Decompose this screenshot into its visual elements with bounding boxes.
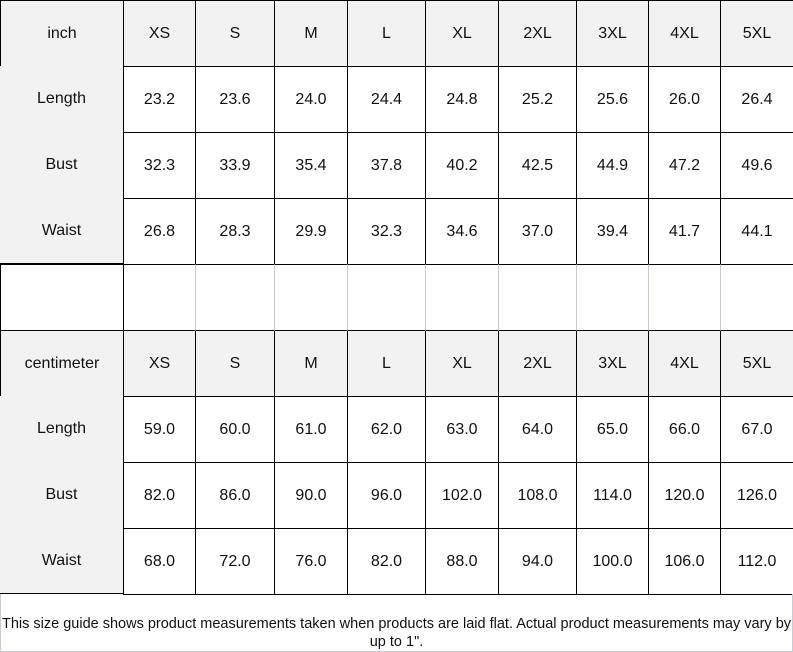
measurement-cell: 72.0 (195, 528, 275, 595)
size-header: XS (123, 0, 196, 67)
measurement-cell: 82.0 (347, 528, 426, 595)
measurement-cell: 37.8 (347, 132, 426, 199)
spacer-cell (123, 264, 196, 331)
unit-header: inch (0, 0, 124, 67)
measurement-cell: 82.0 (123, 462, 196, 529)
size-header: M (274, 0, 348, 67)
size-header: L (347, 330, 426, 397)
size-chart: inch XS S M L XL 2XL 3XL 4XL 5XL Length 23.2 23.6 24.… (0, 0, 793, 595)
spacer-cell (720, 264, 793, 331)
size-header: 3XL (576, 330, 649, 397)
size-header: S (195, 0, 275, 67)
measurement-cell: 64.0 (498, 396, 577, 463)
spacer-cell (195, 264, 275, 331)
measurement-cell: 33.9 (195, 132, 275, 199)
measurement-cell: 26.4 (720, 66, 793, 133)
size-header: XL (425, 330, 499, 397)
measurement-cell: 62.0 (347, 396, 426, 463)
measurement-cell: 34.6 (425, 198, 499, 265)
size-header: XL (425, 0, 499, 67)
measurement-cell: 26.8 (123, 198, 196, 265)
unit-header: centimeter (0, 330, 124, 397)
spacer-cell (0, 264, 124, 331)
measurement-cell: 23.6 (195, 66, 275, 133)
size-header: XS (123, 330, 196, 397)
size-header: S (195, 330, 275, 397)
measurement-cell: 63.0 (425, 396, 499, 463)
row-label: Length (0, 66, 123, 132)
measurement-cell: 100.0 (576, 528, 649, 595)
measurement-cell: 39.4 (576, 198, 649, 265)
size-header: 5XL (720, 330, 793, 397)
measurement-cell: 114.0 (576, 462, 649, 529)
spacer-cell (648, 264, 721, 331)
row-label: Waist (0, 198, 123, 264)
spacer-cell (576, 264, 649, 331)
size-header: L (347, 0, 426, 67)
measurement-cell: 67.0 (720, 396, 793, 463)
measurement-cell: 90.0 (274, 462, 348, 529)
measurement-cell: 40.2 (425, 132, 499, 199)
row-label: Waist (0, 528, 123, 594)
size-header: 4XL (648, 330, 721, 397)
measurement-cell: 126.0 (720, 462, 793, 529)
size-header: 3XL (576, 0, 649, 67)
spacer-cell (347, 264, 426, 331)
measurement-cell: 66.0 (648, 396, 721, 463)
measurement-cell: 106.0 (648, 528, 721, 595)
measurement-cell: 102.0 (425, 462, 499, 529)
spacer-cell (498, 264, 577, 331)
spacer-cell (274, 264, 348, 331)
measurement-cell: 68.0 (123, 528, 196, 595)
measurement-cell: 28.3 (195, 198, 275, 265)
measurement-cell: 23.2 (123, 66, 196, 133)
measurement-cell: 24.8 (425, 66, 499, 133)
measurement-cell: 47.2 (648, 132, 721, 199)
measurement-cell: 49.6 (720, 132, 793, 199)
measurement-cell: 25.6 (576, 66, 649, 133)
measurement-cell: 59.0 (123, 396, 196, 463)
measurement-cell: 37.0 (498, 198, 577, 265)
size-header: 2XL (498, 330, 577, 397)
measurement-cell: 32.3 (347, 198, 426, 265)
measurement-cell: 88.0 (425, 528, 499, 595)
measurement-cell: 120.0 (648, 462, 721, 529)
measurement-cell: 112.0 (720, 528, 793, 595)
measurement-cell: 61.0 (274, 396, 348, 463)
measurement-cell: 65.0 (576, 396, 649, 463)
measurement-cell: 44.9 (576, 132, 649, 199)
measurement-cell: 108.0 (498, 462, 577, 529)
row-label: Length (0, 396, 123, 462)
measurement-cell: 44.1 (720, 198, 793, 265)
measurement-cell: 26.0 (648, 66, 721, 133)
measurement-cell: 96.0 (347, 462, 426, 529)
spacer-cell (425, 264, 499, 331)
size-header: M (274, 330, 348, 397)
row-label: Bust (0, 132, 123, 198)
measurement-cell: 42.5 (498, 132, 577, 199)
measurement-cell: 29.9 (274, 198, 348, 265)
measurement-cell: 76.0 (274, 528, 348, 595)
measurement-cell: 86.0 (195, 462, 275, 529)
measurement-cell: 24.0 (274, 66, 348, 133)
size-header: 5XL (720, 0, 793, 67)
size-header: 4XL (648, 0, 721, 67)
measurement-cell: 32.3 (123, 132, 196, 199)
row-label: Bust (0, 462, 123, 528)
measurement-cell: 25.2 (498, 66, 577, 133)
size-header: 2XL (498, 0, 577, 67)
footnote: This size guide shows product measuremen… (0, 594, 793, 652)
measurement-cell: 24.4 (347, 66, 426, 133)
measurement-cell: 60.0 (195, 396, 275, 463)
measurement-cell: 35.4 (274, 132, 348, 199)
measurement-cell: 41.7 (648, 198, 721, 265)
measurement-cell: 94.0 (498, 528, 577, 595)
